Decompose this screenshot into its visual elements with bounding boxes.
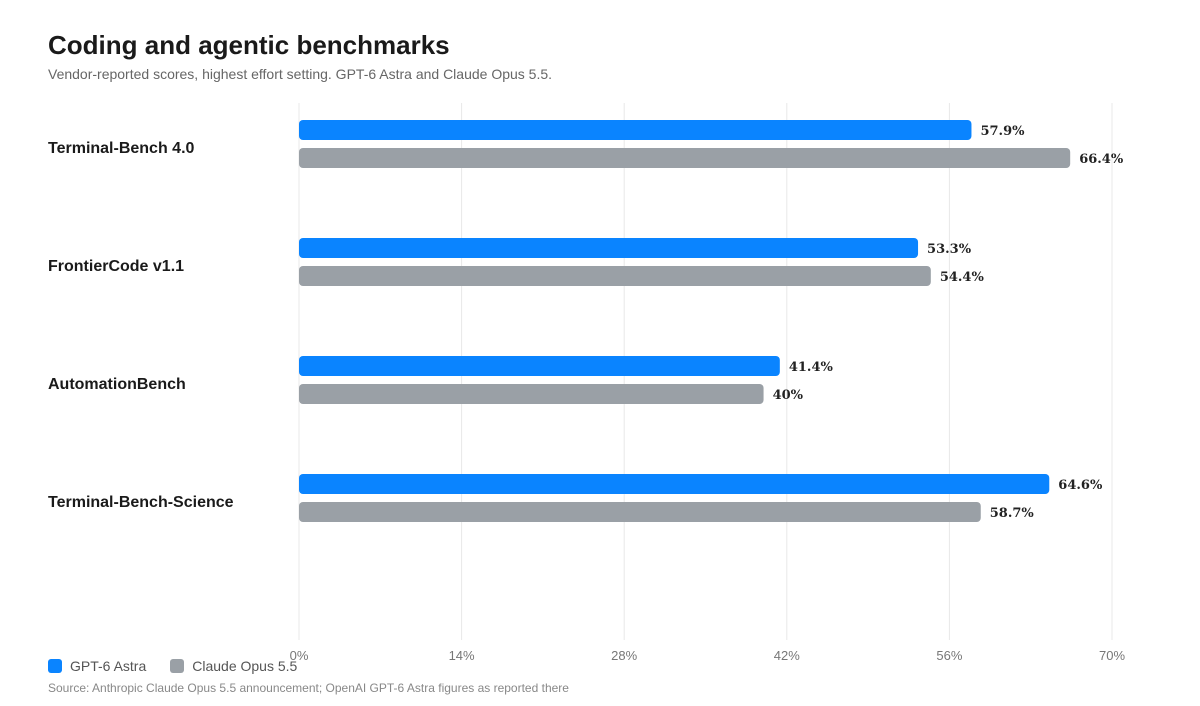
bar-gpt <box>299 120 972 140</box>
source-note: Source: Anthropic Claude Opus 5.5 announ… <box>48 681 569 695</box>
legend: GPT-6 Astra Claude Opus 5.5 <box>48 658 297 674</box>
data-label: 53.3% <box>927 242 972 257</box>
legend-label-gpt: GPT-6 Astra <box>70 658 147 674</box>
category-label: AutomationBench <box>48 376 186 393</box>
bar-claude <box>299 384 764 404</box>
bar-gpt <box>299 238 919 258</box>
bar-claude <box>299 148 1071 168</box>
x-tick-label: 28% <box>611 648 637 663</box>
x-tick-label: 0% <box>290 648 309 663</box>
data-label: 64.6% <box>1058 478 1103 493</box>
x-tick-label: 56% <box>936 648 962 663</box>
bar-claude <box>299 502 981 522</box>
category-label: FrontierCode v1.1 <box>48 258 184 275</box>
data-label: 41.4% <box>789 360 834 375</box>
legend-item-claude: Claude Opus 5.5 <box>170 658 297 674</box>
category-label: Terminal-Bench 4.0 <box>48 140 195 157</box>
x-tick-label: 42% <box>774 648 800 663</box>
data-label: 58.7% <box>990 506 1035 521</box>
x-tick-label: 14% <box>449 648 475 663</box>
chart-title: Coding and agentic benchmarks <box>48 30 450 60</box>
legend-swatch-gpt <box>48 659 62 673</box>
data-label: 54.4% <box>940 270 985 285</box>
chart-subtitle: Vendor-reported scores, highest effort s… <box>48 66 553 82</box>
x-tick-label: 70% <box>1099 648 1125 663</box>
data-label: 57.9% <box>980 124 1025 139</box>
bar-gpt <box>299 356 780 376</box>
bar-gpt <box>299 474 1050 494</box>
data-label: 66.4% <box>1079 152 1124 167</box>
data-label: 40% <box>773 388 804 403</box>
legend-swatch-claude <box>170 659 185 673</box>
bar-claude <box>299 266 931 286</box>
legend-label-claude: Claude Opus 5.5 <box>192 658 298 674</box>
legend-item-gpt: GPT-6 Astra <box>48 658 146 674</box>
category-label: Terminal-Bench-Science <box>48 494 234 511</box>
